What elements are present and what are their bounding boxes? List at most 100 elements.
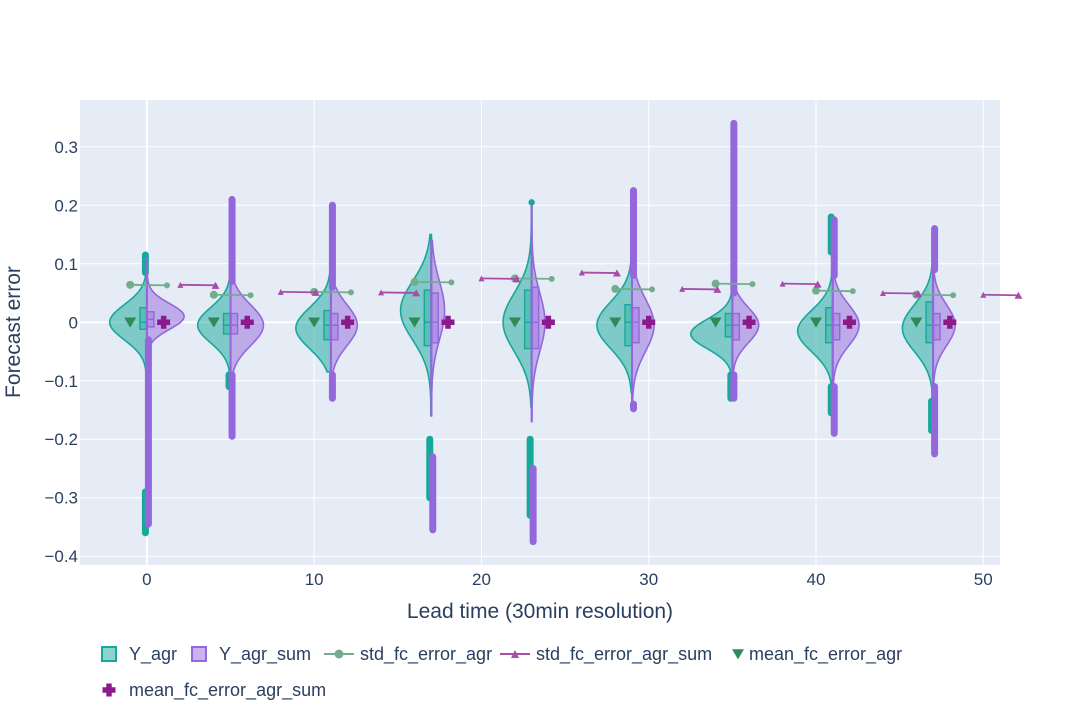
std-fc-error-agr-sum-point xyxy=(378,289,385,296)
y-tick-label: 0.1 xyxy=(54,255,78,274)
y-agr-outlier-point xyxy=(528,199,535,206)
std-fc-error-agr-sum-point xyxy=(277,288,284,295)
y-tick-label: 0.3 xyxy=(54,138,78,157)
mean-fc-error-agr-sum-marker xyxy=(842,315,856,329)
std-fc-error-agr-point xyxy=(448,279,455,286)
std-fc-error-agr-sum-segment xyxy=(381,291,418,294)
x-tick-label: 30 xyxy=(639,570,658,589)
legend-swatch-marker xyxy=(102,683,116,697)
std-fc-error-agr-segment xyxy=(916,293,954,297)
std-fc-error-agr-segment xyxy=(715,282,753,286)
x-tick-label: 0 xyxy=(142,570,151,589)
mean-fc-error-agr-marker xyxy=(709,317,722,328)
std-lines xyxy=(126,269,1023,299)
mean-fc-error-agr-sum-marker xyxy=(240,315,254,329)
y-agr-sum-box xyxy=(932,312,941,341)
y-agr-sum-box xyxy=(230,312,239,335)
std-fc-error-agr-point xyxy=(711,279,720,288)
mean-fc-error-agr-marker xyxy=(308,317,321,328)
legend-label: Y_agr_sum xyxy=(219,644,311,665)
mean-fc-error-agr-marker xyxy=(910,317,923,328)
std-fc-error-agr-sum-segment xyxy=(280,290,318,294)
std-fc-error-agr-sum-point xyxy=(713,285,722,293)
y-agr-sum-box xyxy=(431,292,439,344)
y-agr-box xyxy=(523,289,532,350)
std-fc-error-agr-segment xyxy=(414,281,452,284)
y-agr-sum-violin xyxy=(932,268,956,388)
y-tick-label: −0.3 xyxy=(44,489,78,508)
y-agr-box xyxy=(139,306,148,330)
std-fc-error-agr-sum-segment xyxy=(180,283,218,287)
std-fc-error-agr-sum-point xyxy=(478,275,485,282)
std-fc-error-agr-sum-point xyxy=(879,290,886,297)
mean-fc-error-agr-marker xyxy=(408,317,421,328)
std-fc-error-agr-sum-segment xyxy=(983,293,1021,297)
std-fc-error-agr-sum-point xyxy=(679,285,686,292)
y-agr-sum-violin xyxy=(831,274,860,388)
y-agr-sum-box xyxy=(832,312,841,341)
y-agr-sum-box xyxy=(732,312,741,341)
std-fc-error-agr-segment xyxy=(815,289,853,293)
std-fc-error-agr-point xyxy=(247,292,254,299)
mean-fc-error-agr-sum-marker xyxy=(541,315,555,329)
mean-fc-error-agr-sum-marker xyxy=(943,315,957,329)
y-agr-sum-box xyxy=(330,312,339,341)
std-fc-error-agr-point xyxy=(611,284,620,293)
std-fc-error-agr-segment xyxy=(615,288,653,291)
std-fc-error-agr-sum-point xyxy=(211,281,220,289)
std-fc-error-agr-sum-point xyxy=(311,288,320,296)
std-fc-error-agr-point xyxy=(749,281,756,288)
mean-fc-error-agr-marker xyxy=(609,317,622,328)
std-fc-error-agr-sum-segment xyxy=(581,271,619,274)
y-agr-box xyxy=(423,289,432,347)
std-fc-error-agr-sum-segment xyxy=(481,277,519,280)
legend-label: std_fc_error_agr xyxy=(360,644,492,665)
std-fc-error-agr-segment xyxy=(130,283,167,287)
std-fc-error-agr-sum-point xyxy=(813,280,822,288)
tick-labels: −0.4 −0.3 −0.2 −0.1 0 0.1 0.2 0.3 0 10 20 30 40 50 xyxy=(44,138,992,589)
y-agr-violin xyxy=(901,257,934,400)
y-agr-box xyxy=(222,312,231,335)
std-fc-error-agr-point xyxy=(649,286,656,293)
std-fc-error-agr-segment xyxy=(213,293,251,297)
std-fc-error-agr-point xyxy=(126,280,135,289)
legend: Y_agr Y_agr_sum std_fc_error_agr std_fc_err… xyxy=(101,644,902,701)
mean-fc-error-agr-marker xyxy=(207,317,220,328)
std-fc-error-agr-sum-segment xyxy=(682,288,719,291)
y-agr-sum-box xyxy=(631,306,640,344)
std-fc-error-agr-sum-point xyxy=(578,269,585,276)
y-agr-violin xyxy=(108,274,148,382)
legend-label: Y_agr xyxy=(129,644,177,665)
std-fc-error-agr-sum-point xyxy=(177,281,184,288)
std-fc-error-agr-sum-segment xyxy=(782,282,820,286)
legend-swatch-marker xyxy=(334,649,344,659)
y-agr-sum-box xyxy=(531,286,540,350)
legend-label: std_fc_error_agr_sum xyxy=(536,644,712,665)
legend-swatch-marker xyxy=(732,649,744,660)
std-fc-error-agr-sum-point xyxy=(980,291,987,298)
y-agr-sum-violin xyxy=(330,286,359,376)
std-fc-error-agr-sum-point xyxy=(512,275,521,283)
x-axis-label: Lead time (30min resolution) xyxy=(407,600,673,623)
std-fc-error-agr-sum-point xyxy=(779,280,786,287)
std-fc-error-agr-point xyxy=(849,288,856,295)
mean-fc-error-agr-marker xyxy=(508,317,521,328)
x-tick-label: 50 xyxy=(974,570,993,589)
y-tick-label: 0 xyxy=(69,313,78,332)
legend-label: mean_fc_error_agr_sum xyxy=(129,680,326,701)
std-fc-error-agr-sum-point xyxy=(612,269,621,277)
std-fc-error-agr-sum-point xyxy=(412,289,421,297)
std-fc-error-agr-point xyxy=(347,289,354,296)
x-tick-label: 40 xyxy=(807,570,826,589)
mean-fc-error-agr-marker xyxy=(124,317,137,328)
mean-markers xyxy=(124,315,957,329)
std-fc-error-agr-segment xyxy=(514,277,552,280)
std-fc-error-agr-point xyxy=(548,275,555,282)
legend-label: mean_fc_error_agr xyxy=(749,644,902,665)
legend-swatch-marker xyxy=(511,650,519,658)
std-fc-error-agr-sum-point xyxy=(914,290,923,298)
std-fc-error-agr-segment xyxy=(314,290,351,294)
legend-swatch xyxy=(191,646,207,662)
x-tick-label: 20 xyxy=(472,570,491,589)
std-fc-error-agr-point xyxy=(163,282,170,289)
